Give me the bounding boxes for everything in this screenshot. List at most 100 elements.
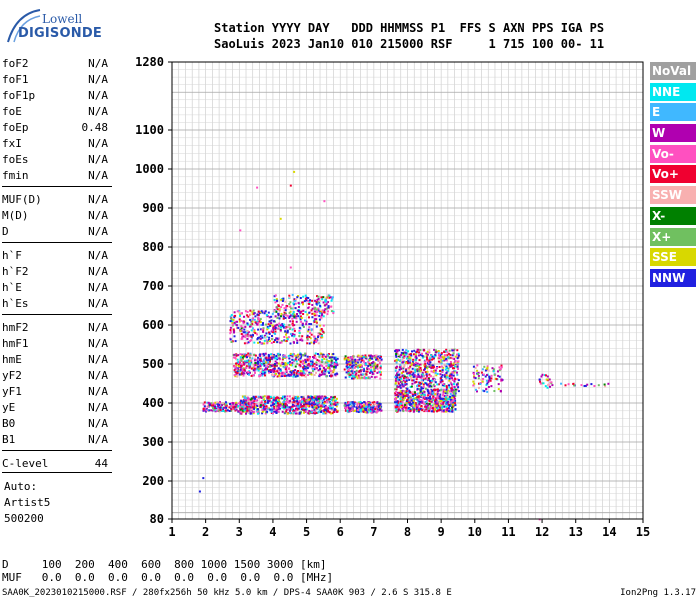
echo-point — [316, 408, 319, 410]
echo-point — [240, 359, 243, 362]
echo-point — [403, 351, 406, 354]
echo-point — [405, 357, 408, 360]
header-line-1: Station YYYY DAY DDD HHMMSS P1 FFS S AXN… — [214, 21, 605, 35]
param-name: yE — [2, 401, 16, 414]
echo-point — [376, 357, 379, 360]
echo-point — [359, 406, 362, 409]
echo-point — [247, 341, 250, 344]
echo-point — [445, 399, 448, 402]
echo-point — [347, 369, 350, 371]
echo-point — [283, 307, 286, 310]
echo-point — [362, 411, 365, 413]
echo-point — [304, 405, 307, 408]
echo-point — [207, 409, 210, 412]
echo-point — [279, 397, 282, 400]
echo-point — [233, 331, 235, 334]
echo-point — [430, 405, 432, 408]
echo-point — [354, 409, 357, 412]
echo-point — [252, 312, 255, 315]
echo-point — [254, 397, 256, 400]
echo-point — [375, 365, 378, 368]
echo-point — [371, 355, 374, 358]
echo-point — [266, 342, 269, 345]
echo-point — [355, 362, 358, 365]
echo-point — [405, 376, 408, 379]
echo-point — [298, 400, 301, 402]
echo-point — [445, 405, 448, 408]
echo-point — [372, 361, 375, 363]
echo-point — [450, 396, 453, 399]
echo-point — [303, 372, 306, 375]
echo-point — [250, 325, 253, 328]
echo-point — [331, 297, 334, 300]
echo-point — [256, 333, 259, 336]
echo-point — [456, 373, 459, 376]
legend-item-noval: NoVal — [650, 62, 696, 80]
echo-point — [396, 372, 398, 375]
echo-point — [473, 373, 475, 376]
echo-point — [238, 309, 241, 312]
echo-point — [248, 405, 251, 407]
echo-point — [449, 398, 452, 401]
echo-point — [280, 306, 283, 309]
echo-point — [355, 372, 358, 375]
echo-point — [257, 356, 259, 359]
echo-point — [303, 401, 306, 404]
echo-point — [418, 366, 421, 368]
echo-point — [289, 354, 292, 357]
echo-point — [421, 400, 424, 403]
echo-point — [217, 409, 220, 412]
echo-point — [290, 371, 293, 374]
echo-point — [406, 362, 409, 365]
echo-point — [283, 399, 286, 402]
echo-point — [294, 302, 297, 305]
echo-point — [293, 411, 296, 414]
param-row-hmf1: hmF1 N/A — [2, 337, 108, 351]
echo-point — [439, 377, 442, 380]
echo-point — [323, 395, 326, 398]
echo-point — [447, 400, 450, 403]
echo-point — [309, 332, 312, 334]
echo-point — [445, 374, 448, 377]
echo-point — [398, 406, 401, 409]
echo-point — [409, 386, 412, 388]
echo-point — [285, 410, 288, 413]
echo-point — [239, 330, 242, 333]
echo-point — [208, 404, 211, 407]
echo-point — [268, 336, 271, 339]
echo-point — [343, 404, 346, 407]
echo-point — [257, 314, 260, 316]
echo-point — [380, 355, 382, 358]
echo-point — [288, 406, 291, 409]
echo-point — [244, 331, 247, 334]
echo-point — [308, 303, 311, 305]
echo-point — [301, 359, 304, 362]
echo-point — [418, 359, 421, 362]
echo-point — [447, 367, 450, 370]
echo-point — [317, 336, 319, 339]
echo-point — [291, 317, 294, 320]
echo-point — [253, 368, 256, 370]
echo-point — [369, 372, 371, 374]
echo-point — [540, 375, 543, 378]
echo-point — [287, 362, 290, 365]
echo-point — [444, 368, 447, 371]
echo-point — [359, 404, 362, 407]
echo-point — [295, 396, 298, 399]
echo-point — [274, 333, 277, 335]
echo-point — [243, 395, 246, 398]
echo-point — [216, 406, 218, 409]
echo-point — [401, 381, 404, 384]
echo-point — [326, 353, 329, 356]
echo-point — [254, 332, 257, 335]
echo-point — [439, 404, 442, 407]
echo-point — [407, 377, 410, 380]
echo-point — [404, 396, 406, 399]
echo-point — [238, 360, 241, 363]
echo-point — [253, 359, 256, 362]
echo-point — [330, 399, 333, 401]
echo-point — [364, 411, 367, 414]
echo-point — [399, 409, 402, 412]
param-name: M(D) — [2, 209, 29, 222]
legend-item-vominus: Vo- — [650, 144, 696, 163]
